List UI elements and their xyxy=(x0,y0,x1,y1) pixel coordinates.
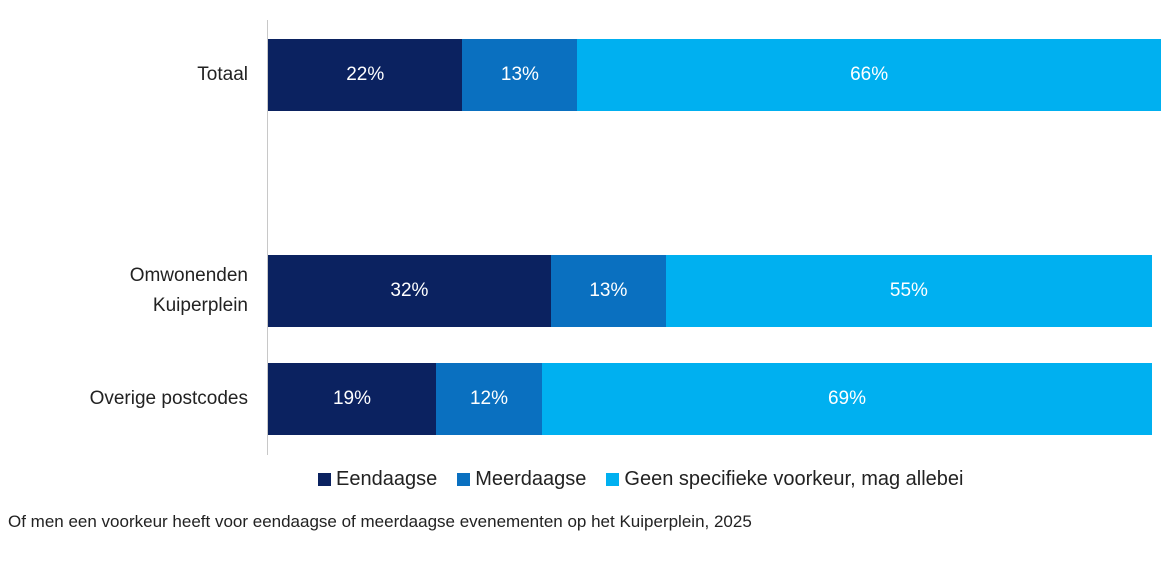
category-label: Overige postcodes xyxy=(89,388,248,409)
legend-label: Meerdaagse xyxy=(475,468,587,490)
legend-item: Eendaagse xyxy=(318,468,437,491)
data-label: 22% xyxy=(346,64,385,85)
legend-label: Eendaagse xyxy=(336,468,438,490)
data-label: 12% xyxy=(469,388,508,409)
category-label: Totaal xyxy=(197,64,248,85)
bar-segment: 13% xyxy=(462,39,578,111)
bar-segment: 69% xyxy=(542,363,1152,435)
data-label: 13% xyxy=(589,280,628,301)
data-label: 66% xyxy=(850,64,889,85)
data-label: 69% xyxy=(827,388,867,409)
legend-swatch xyxy=(318,473,331,486)
data-label: 55% xyxy=(889,280,928,301)
data-label: 32% xyxy=(390,280,429,301)
legend: Eendaagse Meerdaagse Geen specifieke voork… xyxy=(318,468,963,491)
legend-item: Geen specifieke voorkeur, mag allebei xyxy=(606,468,963,491)
bar-segment: 66% xyxy=(577,39,1161,111)
category-axis xyxy=(267,20,268,455)
bar-segment: 22% xyxy=(268,39,463,111)
bar-segment: 19% xyxy=(268,363,436,435)
caption: Of men een voorkeur heeft voor eendaagse… xyxy=(8,512,752,531)
legend-item: Meerdaagse xyxy=(457,468,586,491)
category-label-box: Totaal xyxy=(30,39,248,111)
data-label: 13% xyxy=(500,64,539,85)
bar-segment: 13% xyxy=(550,255,666,327)
category-label: Omwonenden Kuiperplein xyxy=(129,265,248,316)
legend-swatch xyxy=(606,473,620,486)
data-label: 19% xyxy=(332,388,371,409)
legend-label: Geen specifieke voorkeur, mag allebei xyxy=(624,468,964,490)
bar-segment: 55% xyxy=(665,255,1152,327)
category-label-box: Overige postcodes xyxy=(30,363,248,435)
bar-segment: 32% xyxy=(268,255,551,327)
category-label-box: Omwonenden Kuiperplein xyxy=(30,255,248,327)
bar-segment: 12% xyxy=(435,363,543,435)
legend-swatch xyxy=(457,473,471,486)
